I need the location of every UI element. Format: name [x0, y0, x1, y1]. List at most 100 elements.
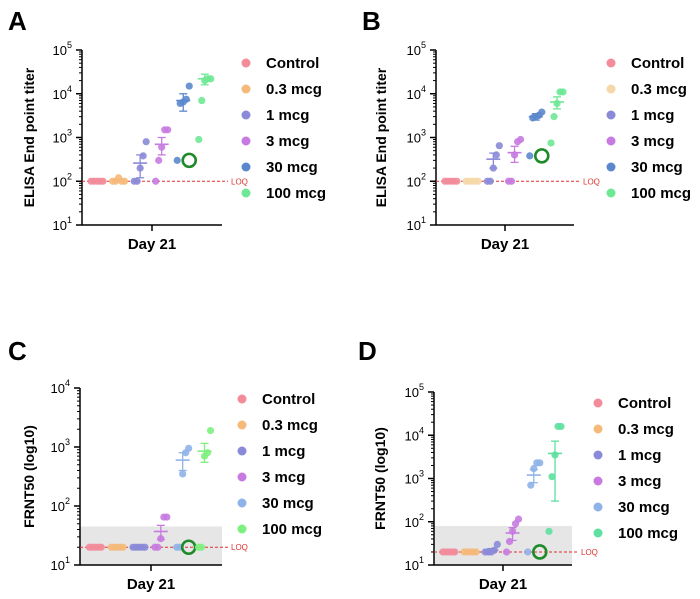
- legend-item: 30 mcg: [593, 499, 670, 516]
- legend-marker: [241, 188, 251, 198]
- data-point: [495, 142, 503, 150]
- y-tick-label: 102: [407, 171, 426, 189]
- tick-base: 10: [405, 558, 419, 573]
- tick-exponent: 1: [421, 215, 426, 225]
- series-3-mcg: [502, 515, 523, 556]
- legend-marker: [593, 528, 603, 538]
- legend-marker: [593, 476, 603, 486]
- legend-marker: [593, 450, 603, 460]
- series-control: [441, 177, 461, 185]
- legend-item: 3 mcg: [241, 133, 309, 150]
- data-point: [198, 96, 206, 105]
- tick-base: 10: [407, 43, 421, 58]
- legend-label: Control: [266, 55, 319, 72]
- data-point: [530, 464, 538, 473]
- legend-marker: [593, 398, 603, 408]
- tick-base: 10: [405, 385, 419, 400]
- x-category-label: Day 21: [127, 576, 175, 593]
- tick-base: 10: [51, 499, 65, 514]
- y-tick-label: 102: [51, 496, 70, 514]
- legend-marker: [237, 446, 247, 456]
- y-axis-label: ELISA End point titer: [21, 67, 37, 207]
- data-point: [179, 470, 187, 478]
- loq-label: LOQ: [231, 543, 248, 552]
- series-0-3-mcg: [460, 548, 480, 556]
- data-point: [152, 177, 160, 185]
- data-point: [155, 156, 163, 164]
- y-axis-label: ELISA End point titer: [373, 67, 389, 207]
- data-point: [197, 543, 206, 551]
- legend-item: Control: [593, 395, 671, 412]
- x-category-label: Day 21: [128, 236, 176, 253]
- legend-label: 3 mcg: [631, 133, 674, 150]
- series-0-3-mcg: [107, 543, 127, 551]
- series-1-mcg: [130, 138, 150, 185]
- legend: Control 0.3 mcg 1 mcg 3 mcg 30 mcg 100 mcg: [606, 55, 691, 202]
- series-100-mcg: [545, 422, 565, 535]
- highlight-ring: [533, 148, 550, 164]
- legend-marker: [593, 424, 603, 434]
- legend-label: 1 mcg: [262, 443, 305, 460]
- tick-exponent: 2: [65, 496, 70, 506]
- tick-exponent: 5: [419, 382, 424, 392]
- data-point: [527, 481, 535, 489]
- legend-marker: [237, 524, 247, 534]
- data-point: [139, 152, 147, 160]
- tick-base: 10: [53, 87, 67, 102]
- data-point: [173, 156, 181, 164]
- series-30-mcg: [524, 459, 548, 560]
- data-point: [163, 513, 171, 521]
- data-point: [545, 527, 553, 535]
- data-point: [514, 515, 523, 523]
- legend-label: 1 mcg: [631, 107, 674, 124]
- y-tick-label: 103: [53, 128, 72, 146]
- tick-exponent: 3: [419, 469, 424, 479]
- data-point: [550, 113, 558, 121]
- series-control: [85, 543, 105, 551]
- tick-exponent: 1: [65, 555, 70, 565]
- tick-exponent: 4: [65, 378, 70, 388]
- legend-item: 0.3 mcg: [241, 81, 322, 98]
- tick-exponent: 1: [419, 555, 424, 565]
- legend-marker: [237, 472, 247, 482]
- legend-item: 1 mcg: [593, 447, 661, 464]
- tick-base: 10: [51, 558, 65, 573]
- legend-label: 30 mcg: [618, 499, 670, 516]
- data-point: [142, 138, 150, 146]
- legend-item: 0.3 mcg: [237, 417, 318, 434]
- y-axis-label: FRNT50 (log10): [21, 425, 37, 528]
- tick-exponent: 4: [419, 425, 424, 435]
- legend-label: 100 mcg: [266, 185, 326, 202]
- series-1-mcg: [481, 540, 501, 556]
- y-axis-label: FRNT50 (log10): [372, 427, 388, 530]
- data-point: [164, 126, 172, 134]
- legend-label: 1 mcg: [266, 107, 309, 124]
- legend-label: Control: [618, 395, 671, 412]
- tick-base: 10: [407, 218, 421, 233]
- legend-marker: [237, 498, 247, 508]
- legend-item: 100 mcg: [593, 525, 678, 542]
- tick-exponent: 5: [421, 40, 426, 50]
- data-point: [486, 177, 494, 185]
- series-1-mcg: [129, 543, 149, 551]
- tick-exponent: 2: [419, 512, 424, 522]
- y-tick-label: 104: [53, 84, 72, 102]
- legend-label: 100 mcg: [631, 185, 691, 202]
- tick-exponent: 3: [421, 128, 426, 138]
- tick-base: 10: [51, 440, 65, 455]
- y-tick-label: 102: [405, 512, 424, 530]
- y-tick-label: 105: [405, 382, 424, 400]
- legend-label: 30 mcg: [631, 159, 683, 176]
- legend: Control 0.3 mcg 1 mcg 3 mcg 30 mcg 100 mcg: [593, 395, 678, 542]
- y-tick-label: 104: [51, 378, 70, 396]
- y-tick-label: 103: [405, 469, 424, 487]
- tick-exponent: 1: [67, 215, 72, 225]
- loq-label: LOQ: [583, 177, 600, 186]
- data-point: [524, 548, 532, 556]
- data-point: [536, 459, 544, 467]
- data-point: [557, 422, 565, 431]
